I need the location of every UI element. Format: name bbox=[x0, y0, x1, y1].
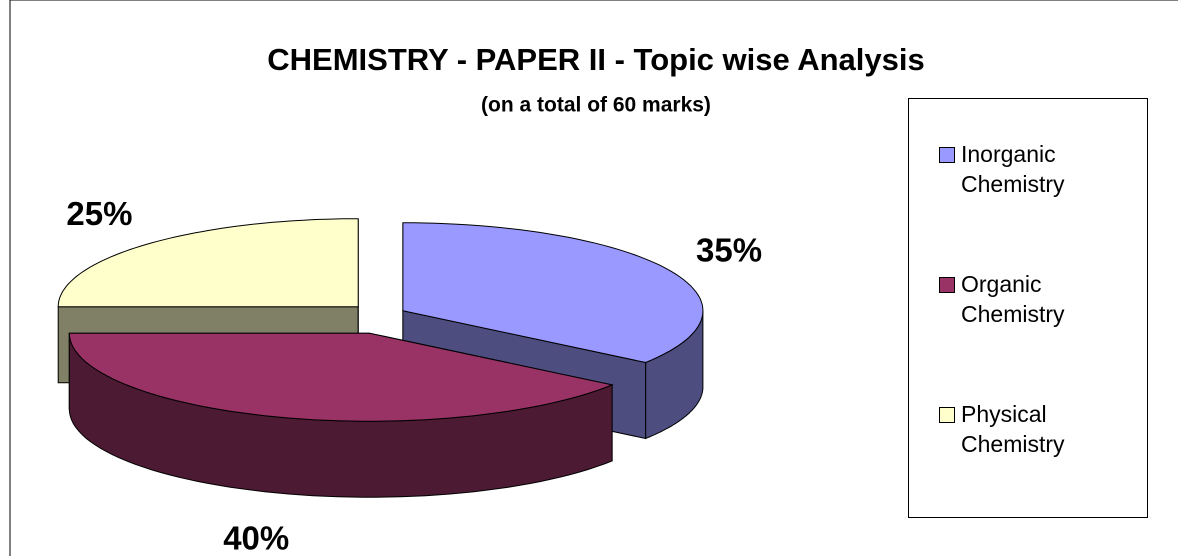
legend-swatch bbox=[939, 147, 955, 163]
data-label: 40% bbox=[223, 519, 289, 556]
legend-label: Physical Chemistry bbox=[961, 401, 1065, 457]
slice bbox=[68, 332, 614, 422]
chart-title: CHEMISTRY - PAPER II - Topic wise Analys… bbox=[267, 42, 924, 77]
legend-entry: Physical Chemistry bbox=[939, 399, 1111, 459]
pie: 35% 40% 25% bbox=[57, 195, 762, 556]
slice bbox=[57, 218, 359, 308]
legend-label: Inorganic Chemistry bbox=[961, 141, 1065, 197]
chart-subtitle: (on a total of 60 marks) bbox=[481, 94, 711, 117]
legend-label: Organic Chemistry bbox=[961, 271, 1065, 327]
data-label: 25% bbox=[66, 195, 132, 232]
legend-swatch bbox=[939, 407, 955, 423]
legend-entry: Organic Chemistry bbox=[939, 269, 1111, 329]
slice bbox=[402, 222, 704, 364]
legend-swatch bbox=[939, 277, 955, 293]
legend-entry: Inorganic Chemistry bbox=[939, 139, 1111, 199]
legend: Inorganic Chemistry Organic Chemistry Phys… bbox=[908, 98, 1148, 518]
data-label: 35% bbox=[696, 232, 762, 269]
